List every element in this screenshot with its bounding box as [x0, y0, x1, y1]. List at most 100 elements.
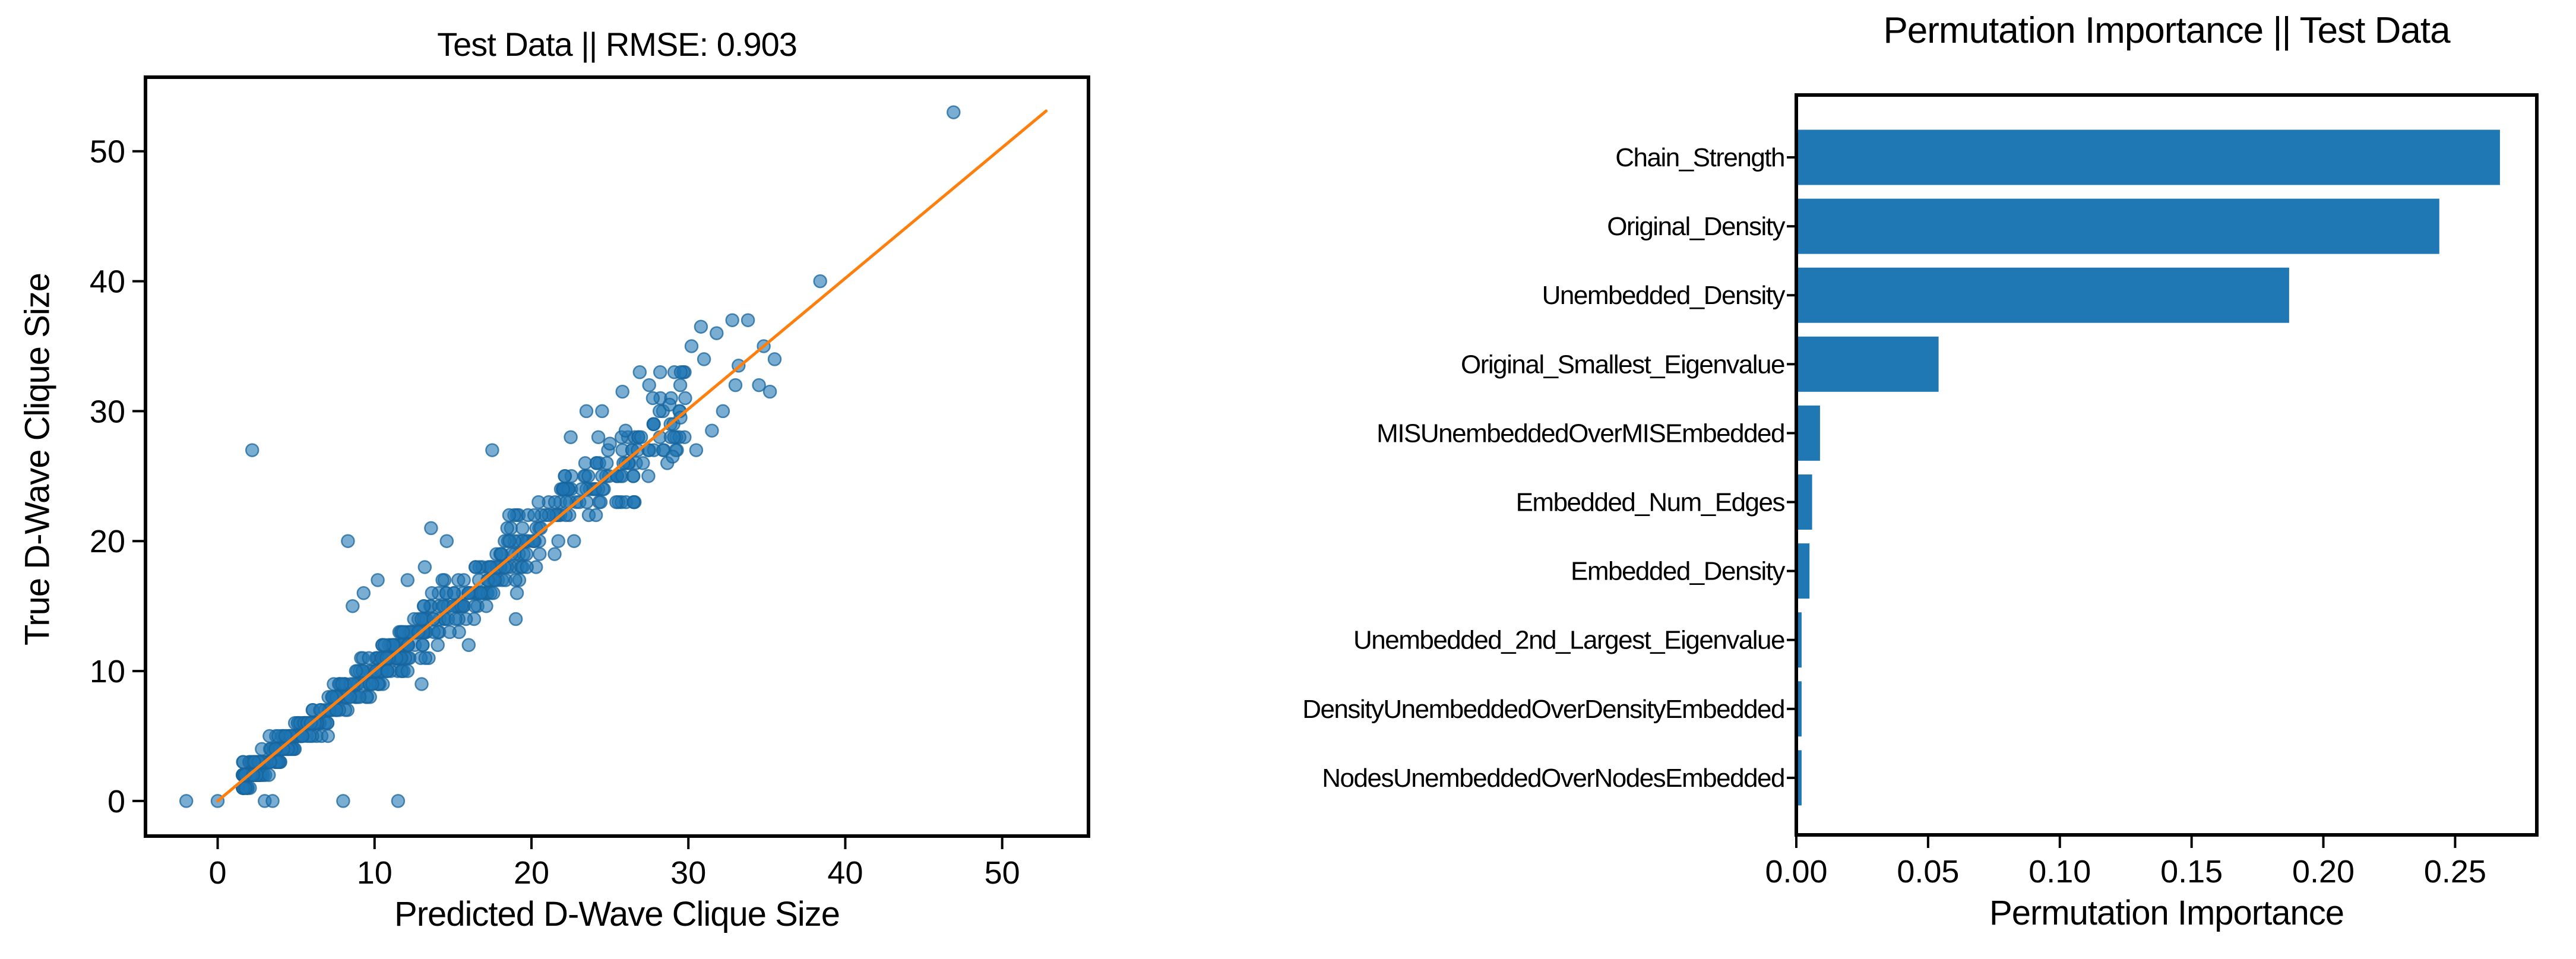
scatter-point: [595, 404, 609, 419]
scatter-point: [527, 508, 542, 523]
scatter-point: [564, 430, 578, 444]
scatter-point: [508, 612, 523, 626]
scatter-point: [710, 326, 724, 340]
scatter-point: [238, 781, 253, 795]
scatter-point: [509, 586, 524, 600]
scatter-point: [341, 534, 355, 548]
bar-category-label: NodesUnembeddedOverNodesEmbedded: [1322, 764, 1784, 793]
bar-title: Permutation Importance || Test Data: [1883, 10, 2450, 51]
scatter-point: [626, 469, 641, 483]
scatter-y-tick-label: 10: [90, 654, 125, 689]
scatter-point: [414, 677, 429, 691]
scatter-point: [508, 573, 523, 587]
scatter-point: [457, 573, 471, 587]
bar-x-tick-label: 0.05: [1897, 854, 1959, 890]
scatter-point: [262, 768, 276, 782]
scatter-point: [574, 482, 589, 496]
scatter-point: [551, 534, 565, 548]
scatter-point: [558, 469, 572, 483]
scatter-point: [667, 430, 681, 444]
scatter-xlabel: Predicted D-Wave Clique Size: [394, 895, 840, 933]
scatter-point: [567, 534, 581, 548]
scatter-point: [502, 534, 517, 548]
scatter-point: [278, 729, 293, 743]
scatter-x-tick-label: 20: [514, 855, 549, 891]
scatter-point: [439, 534, 454, 548]
scatter-point: [678, 391, 692, 406]
scatter-point: [548, 495, 562, 509]
scatter-point: [414, 612, 429, 626]
scatter-point: [265, 794, 280, 808]
importance-bar: [1796, 336, 1939, 392]
scatter-point: [728, 378, 743, 393]
scatter-point: [447, 586, 461, 600]
scatter-point: [380, 664, 395, 678]
importance-bar: [1796, 474, 1812, 530]
scatter-point: [673, 365, 688, 379]
scatter-axes-frame: [144, 75, 1090, 838]
scatter-point: [689, 443, 704, 457]
bar-category-label: Embedded_Num_Edges: [1516, 488, 1785, 517]
scatter-point: [179, 794, 194, 808]
scatter-point: [740, 313, 755, 327]
scatter-point: [488, 573, 502, 587]
scatter-ylabel: True D-Wave Clique Size: [18, 273, 57, 646]
scatter-point: [400, 573, 415, 587]
scatter-point: [615, 384, 629, 399]
scatter-point: [448, 612, 463, 626]
scatter-point: [947, 105, 961, 119]
scatter-point: [515, 521, 530, 536]
importance-bar: [1796, 681, 1802, 737]
scatter-point: [653, 365, 667, 379]
scatter-point: [556, 482, 571, 496]
scatter-point: [762, 384, 777, 399]
bar-x-tick-label: 0.25: [2424, 854, 2486, 890]
scatter-point: [377, 638, 392, 653]
scatter-point: [716, 404, 730, 419]
scatter-point: [415, 638, 430, 653]
scatter-point: [468, 560, 483, 574]
scatter-point: [645, 391, 660, 406]
importance-bar: [1796, 198, 2439, 254]
scatter-point: [642, 378, 656, 393]
scatter-point: [486, 586, 501, 600]
scatter-point: [335, 677, 350, 691]
bar-x-tick-label: 0.20: [2292, 854, 2355, 890]
scatter-point: [603, 436, 617, 451]
scatter-point: [435, 573, 450, 587]
scatter-point: [618, 423, 633, 438]
scatter-point: [600, 456, 614, 470]
bar-x-tick-label: 0.10: [2028, 854, 2091, 890]
scatter-point: [580, 495, 594, 509]
scatter-point: [673, 378, 688, 393]
bar-category-label: Original_Smallest_Eigenvalue: [1461, 350, 1784, 379]
scatter-point: [500, 521, 514, 536]
scatter-point: [442, 625, 457, 640]
scatter-point: [752, 378, 766, 393]
scatter-x-tick-label: 10: [357, 855, 393, 891]
scatter-point: [662, 397, 677, 412]
scatter-point: [725, 313, 739, 327]
scatter-point: [365, 677, 379, 691]
bar-x-tick-label: 0.15: [2160, 854, 2223, 890]
scatter-point: [417, 560, 432, 574]
scatter-point: [431, 625, 445, 640]
bar-category-label: Embedded_Density: [1571, 557, 1786, 586]
scatter-point: [336, 794, 350, 808]
bar-xlabel: Permutation Importance: [1989, 894, 2344, 932]
scatter-point: [548, 547, 562, 561]
importance-bar: [1796, 612, 1802, 668]
scatter-point: [578, 456, 593, 470]
bar-category-label: Unembedded_Density: [1542, 281, 1786, 310]
scatter-title: Test Data || RMSE: 0.903: [437, 26, 798, 63]
scatter-point: [461, 638, 476, 653]
bar-category-label: MISUnembeddedOverMISEmbedded: [1376, 419, 1784, 448]
scatter-point: [632, 365, 647, 379]
scatter-point: [479, 599, 493, 613]
scatter-point: [813, 274, 827, 289]
scatter-point: [396, 625, 410, 640]
scatter-point: [401, 638, 416, 653]
scatter-y-tick-label: 40: [90, 264, 125, 300]
scatter-point: [591, 430, 606, 444]
